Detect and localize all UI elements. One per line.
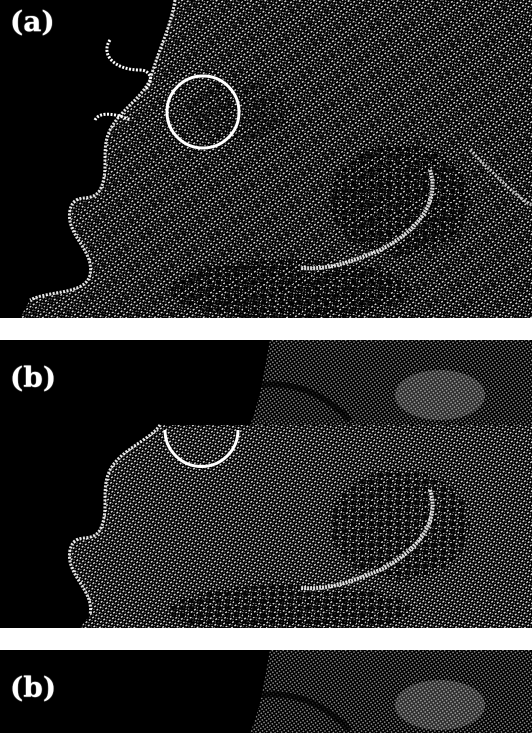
micrograph-panel-b-1: (b) <box>0 340 532 628</box>
micrograph-image-a <box>0 0 532 318</box>
panel-label-a: (a) <box>10 5 55 38</box>
micrograph-image-b-1 <box>0 340 532 628</box>
panel-label-b: (b) <box>10 671 57 704</box>
micrograph-image-b-2 <box>0 650 532 733</box>
micrograph-panel-b-2: (b) <box>0 650 532 733</box>
circle-marker <box>163 429 240 468</box>
circle-marker <box>165 74 241 150</box>
micrograph-panel-a: (a) <box>0 0 532 318</box>
separator <box>0 628 532 650</box>
separator <box>0 318 532 340</box>
panel-label-b: (b) <box>10 361 57 394</box>
